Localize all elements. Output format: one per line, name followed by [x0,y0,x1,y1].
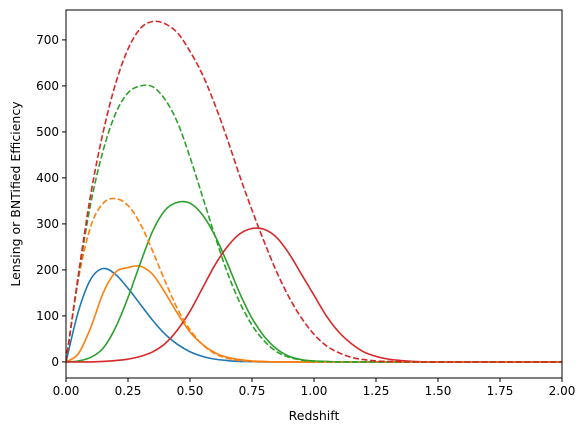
y-tick-label: 700 [36,33,59,47]
series-line-5 [66,197,562,363]
x-tick-label: 1.50 [425,384,452,398]
y-axis-ticks: 0 100 200 300 400 500 600 700 [36,33,66,369]
x-tick-label: 2.00 [549,384,576,398]
x-axis-label: Redshift [289,408,340,423]
y-tick-label: 200 [36,263,59,277]
series-line-2 [66,265,562,363]
series-layer [66,20,562,363]
y-tick-label: 300 [36,217,59,231]
x-tick-label: 0.25 [115,384,142,398]
y-tick-label: 0 [51,355,59,369]
series-line-4 [66,227,562,363]
y-tick-label: 400 [36,171,59,185]
x-tick-label: 0.00 [53,384,80,398]
x-tick-label: 0.75 [239,384,266,398]
plot-frame [65,9,563,379]
y-tick-label: 600 [36,79,59,93]
series-line-6 [66,84,562,363]
x-tick-label: 0.50 [177,384,204,398]
series-line-1 [66,267,562,363]
y-axis-label: Lensing or BNTified Efficiency [8,101,23,287]
x-tick-label: 1.75 [487,384,514,398]
series-line-7 [66,20,562,363]
y-tick-label: 100 [36,309,59,323]
x-tick-label: 1.25 [363,384,390,398]
y-tick-label: 500 [36,125,59,139]
x-axis-ticks: 0.00 0.25 0.50 0.75 1.00 1.25 1.50 1.75 2.00 [53,378,576,398]
x-tick-label: 1.00 [301,384,328,398]
